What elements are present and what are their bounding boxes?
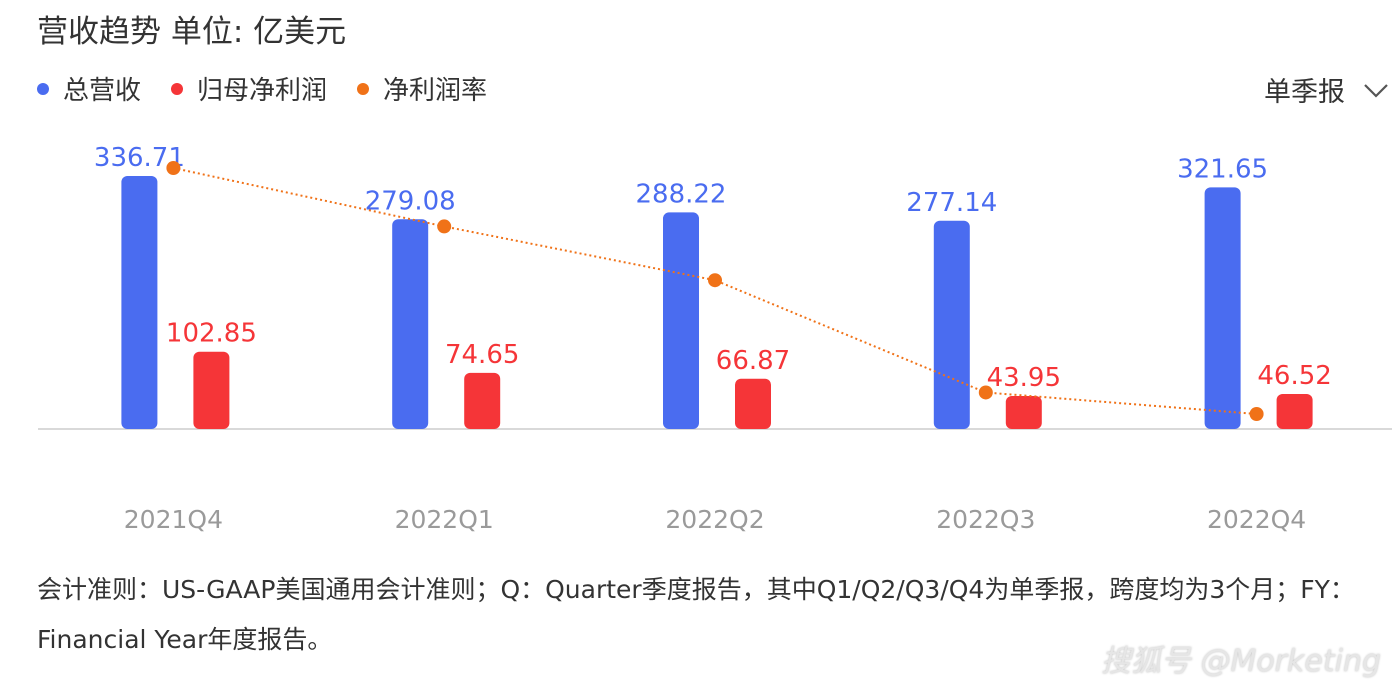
bar-revenue	[1204, 187, 1241, 429]
bar-revenue	[933, 220, 970, 429]
legend-dot-icon	[37, 82, 49, 95]
data-label-net-profit: 66.87	[716, 346, 790, 376]
point-net-margin	[978, 385, 993, 400]
data-label-revenue: 279.08	[365, 186, 456, 216]
bar-revenue	[663, 212, 699, 429]
chart-legend: 总营收 归母净利润 净利润率	[37, 70, 517, 107]
data-label-net-profit: 102.85	[166, 319, 257, 349]
legend-label: 净利润率	[383, 76, 488, 106]
bar-net-profit	[193, 351, 230, 429]
period-dropdown-label: 单季报	[1264, 77, 1345, 108]
chevron-down-icon	[1364, 83, 1388, 98]
bar-net-profit	[1005, 395, 1042, 429]
bar-net-profit	[1276, 394, 1313, 429]
legend-item-revenue[interactable]: 总营收	[37, 70, 141, 107]
data-label-net-profit: 46.52	[1257, 361, 1331, 391]
chart-title: 营收趋势 单位: 亿美元	[37, 14, 347, 50]
data-label-net-profit: 74.65	[445, 340, 519, 370]
x-tick-label: 2022Q2	[665, 505, 764, 534]
watermark: 搜狐号 @Morketing	[1100, 644, 1381, 679]
legend-item-net-profit[interactable]: 归母净利润	[171, 70, 327, 107]
point-net-margin	[1249, 407, 1264, 421]
x-tick-label: 2022Q3	[936, 505, 1035, 534]
footnote: 会计准则：US-GAAP美国通用会计准则；Q：Quarter季度报告，其中Q1/…	[37, 575, 1355, 654]
data-label-revenue: 288.22	[636, 179, 727, 209]
x-tick-label: 2022Q1	[395, 505, 494, 534]
point-net-margin	[437, 219, 452, 234]
legend-dot-icon	[357, 82, 370, 95]
data-label-net-profit: 43.95	[987, 363, 1061, 393]
chart-plot: 336.71102.852021Q4279.0874.652022Q1288.2…	[38, 143, 1392, 534]
line-net-margin	[173, 167, 1257, 415]
data-label-revenue: 277.14	[906, 188, 997, 218]
x-tick-label: 2021Q4	[124, 505, 223, 534]
legend-item-net-margin[interactable]: 净利润率	[357, 70, 487, 107]
data-label-revenue: 321.65	[1177, 154, 1268, 184]
point-net-margin	[166, 161, 181, 175]
legend-label: 归母净利润	[197, 76, 328, 106]
x-tick-label: 2022Q4	[1207, 505, 1306, 534]
bar-revenue	[392, 219, 429, 429]
legend-dot-icon	[171, 82, 184, 95]
period-dropdown[interactable]: 单季报	[1264, 70, 1389, 109]
legend-label: 总营收	[63, 76, 142, 106]
point-net-margin	[708, 273, 722, 288]
bar-revenue	[121, 176, 158, 429]
bar-net-profit	[735, 378, 771, 429]
bar-net-profit	[464, 372, 501, 429]
